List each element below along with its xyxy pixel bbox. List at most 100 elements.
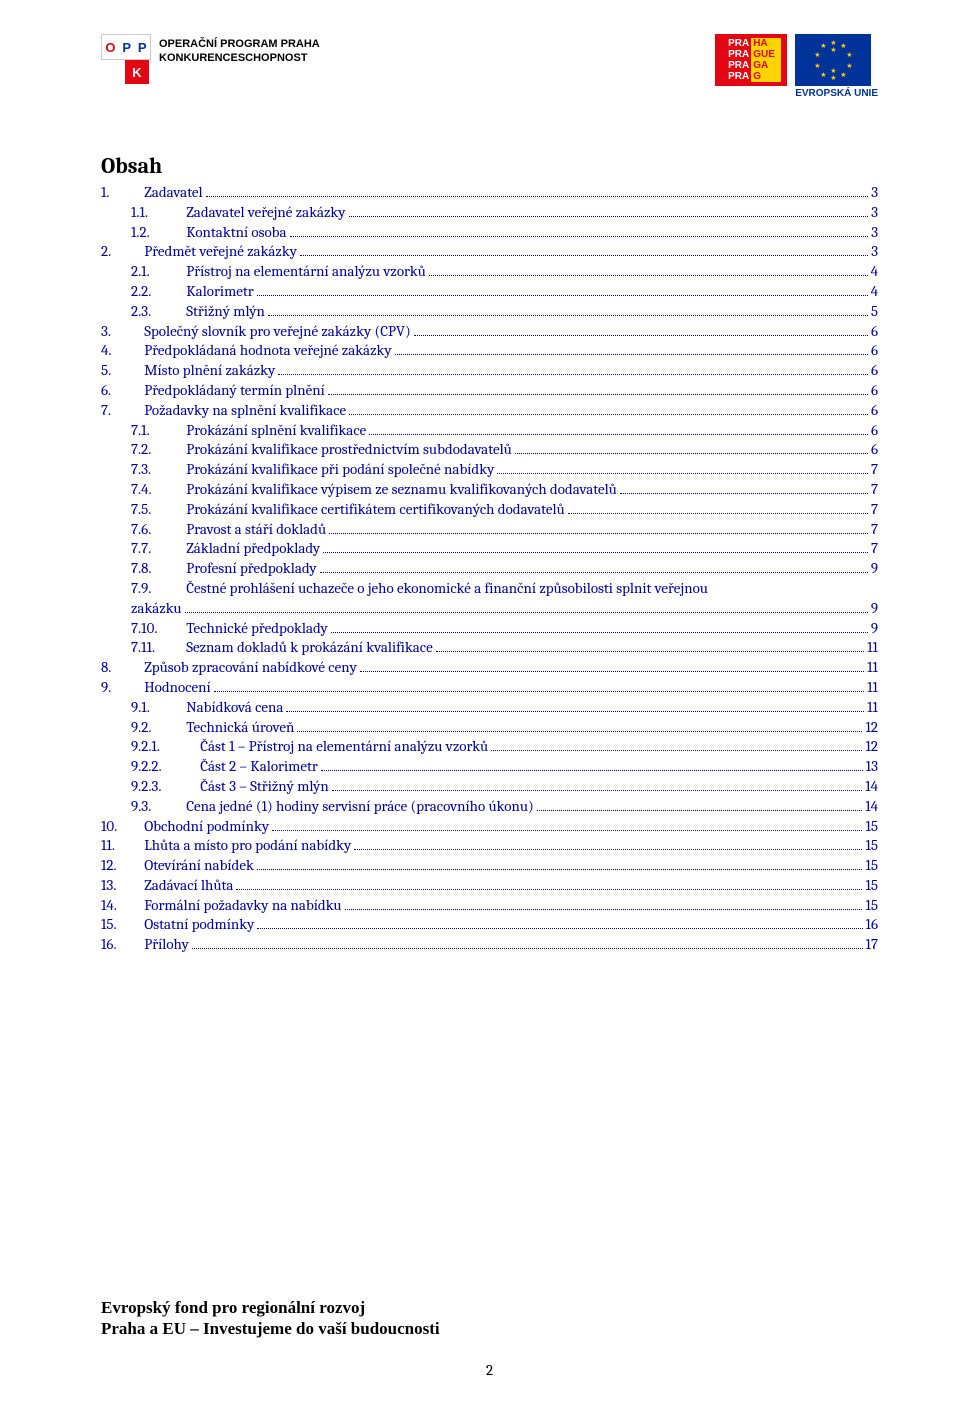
toc-entry-number: 16. — [101, 935, 131, 955]
toc-entry-number: 7.11. — [131, 638, 173, 658]
toc-entry[interactable]: 9.2.2. Část 2 – Kalorimetr13 — [101, 757, 878, 777]
toc-entry[interactable]: 9.2. Technická úroveň12 — [101, 718, 878, 738]
toc-entry-page: 4 — [871, 282, 878, 302]
toc-entry-page: 5 — [871, 302, 878, 322]
toc-entry-number: 9. — [101, 678, 131, 698]
toc-entry-page: 15 — [865, 817, 878, 837]
toc-leader-dots — [214, 691, 864, 692]
toc-leader-dots — [272, 830, 862, 831]
toc-entry-number: 7.1. — [131, 421, 173, 441]
toc-entry[interactable]: 16. Přílohy17 — [101, 935, 878, 955]
toc-entry[interactable]: 6. Předpokládaný termín plnění6 — [101, 381, 878, 401]
toc-leader-dots — [395, 354, 868, 355]
toc-entry-page: 12 — [865, 737, 878, 757]
toc-entry[interactable]: 14. Formální požadavky na nabídku15 — [101, 896, 878, 916]
toc-entry-page: 6 — [871, 361, 878, 381]
toc-entry[interactable]: 1. Zadavatel3 — [101, 183, 878, 203]
toc-entry[interactable]: 7.5. Prokázání kvalifikace certifikátem … — [101, 500, 878, 520]
toc-entry-label: Požadavky na splnění kvalifikace — [144, 401, 346, 421]
toc-entry-number: 2.2. — [131, 282, 173, 302]
toc-entry[interactable]: 12. Otevírání nabídek15 — [101, 856, 878, 876]
toc-entry-page: 6 — [871, 401, 878, 421]
toc-entry[interactable]: 11. Lhůta a místo pro podání nabídky15 — [101, 836, 878, 856]
toc-entry-number: 7.2. — [131, 440, 173, 460]
toc-leader-dots — [414, 335, 868, 336]
toc-entry-page: 7 — [871, 500, 878, 520]
toc-entry[interactable]: 9.3. Cena jedné (1) hodiny servisní prác… — [101, 797, 878, 817]
toc-entry[interactable]: 9. Hodnocení11 — [101, 678, 878, 698]
toc-entry[interactable]: 2.3. Střižný mlýn5 — [101, 302, 878, 322]
toc-entry[interactable]: 2.2. Kalorimetr 4 — [101, 282, 878, 302]
toc-entry-number: 9.3. — [131, 797, 173, 817]
toc-entry-number: 10. — [101, 817, 131, 837]
toc-entry-page: 3 — [871, 242, 878, 262]
oppk-top-row: O P P — [101, 34, 151, 60]
toc-entry[interactable]: 2. Předmět veřejné zakázky3 — [101, 242, 878, 262]
toc-entry-label: Hodnocení — [144, 678, 210, 698]
toc-entry[interactable]: 7.1. Prokázání splnění kvalifikace6 — [101, 421, 878, 441]
toc-entry[interactable]: 5. Místo plnění zakázky6 — [101, 361, 878, 381]
eu-flag-icon: ★ ★ ★ ★ ★ ★ ★ ★ ★ ★ ★ ★ — [795, 34, 871, 86]
praha-row-2: PRAGA — [721, 60, 781, 71]
toc-entry-page: 4 — [871, 262, 878, 282]
toc-entry-label: Profesní předpoklady — [186, 559, 316, 579]
toc-entry-label: Prokázání splnění kvalifikace — [186, 421, 366, 441]
toc-entry[interactable]: 9.2.3. Část 3 – Střižný mlýn14 — [101, 777, 878, 797]
toc-entry[interactable]: 3. Společný slovník pro veřejné zakázky … — [101, 322, 878, 342]
toc-entry[interactable]: 7.4. Prokázání kvalifikace výpisem ze se… — [101, 480, 878, 500]
toc-leader-dots — [320, 572, 868, 573]
toc-entry[interactable]: 2.1. Přístroj na elementární analýzu vzo… — [101, 262, 878, 282]
toc-entry-number: 2.1. — [131, 262, 173, 282]
toc-entry-page: 15 — [865, 856, 878, 876]
toc-entry-label: Kalorimetr — [186, 282, 254, 302]
toc-entry[interactable]: 7.9. Čestné prohlášení uchazeče o jeho e… — [101, 579, 878, 619]
toc-entry-page: 3 — [871, 203, 878, 223]
toc-entry-page: 7 — [871, 520, 878, 540]
toc-entry-label: Střižný mlýn — [186, 302, 265, 322]
toc-entry-number: 3. — [101, 322, 131, 342]
toc-leader-dots — [236, 889, 862, 890]
toc-entry[interactable]: 15. Ostatní podmínky16 — [101, 915, 878, 935]
toc-entry-page: 11 — [867, 658, 878, 678]
toc-entry[interactable]: 13. Zadávací lhůta15 — [101, 876, 878, 896]
toc-entry-label-cont: zakázku — [131, 599, 182, 619]
toc-entry-number: 7.8. — [131, 559, 173, 579]
toc-entry[interactable]: 7.6. Pravost a stáří dokladů7 — [101, 520, 878, 540]
toc-entry[interactable]: 1.1. Zadavatel veřejné zakázky3 — [101, 203, 878, 223]
toc-entry-page: 6 — [871, 381, 878, 401]
toc-entry[interactable]: 8. Způsob zpracování nabídkové ceny11 — [101, 658, 878, 678]
oppk-logo-block: O P P K OPERAČNÍ PROGRAM PRAHA KONKURENC… — [101, 34, 320, 98]
footer-text: Evropský fond pro regionální rozvoj Prah… — [101, 1297, 878, 1340]
toc-entry[interactable]: 7. Požadavky na splnění kvalifikace6 — [101, 401, 878, 421]
toc-entry[interactable]: 10. Obchodní podmínky15 — [101, 817, 878, 837]
toc-entry-number: 9.2. — [131, 718, 173, 738]
toc-entry-number: 7.4. — [131, 480, 173, 500]
toc-entry[interactable]: 9.2.1. Část 1 – Přístroj na elementární … — [101, 737, 878, 757]
toc-leader-dots — [300, 255, 868, 256]
toc-entry-number: 7.10. — [131, 619, 173, 639]
toc-entry[interactable]: 1.2. Kontaktní osoba3 — [101, 223, 878, 243]
toc-entry[interactable]: 7.3. Prokázání kvalifikace při podání sp… — [101, 460, 878, 480]
toc-entry[interactable]: 4. Předpokládaná hodnota veřejné zakázky… — [101, 341, 878, 361]
oppk-letter-k: K — [125, 60, 149, 84]
toc-entry[interactable]: 7.2. Prokázání kvalifikace prostřednictv… — [101, 440, 878, 460]
toc-entry[interactable]: 7.7. Základní předpoklady7 — [101, 539, 878, 559]
toc-entry-label: Technické předpoklady — [186, 619, 328, 639]
toc-entry-number: 7.9. — [131, 579, 173, 599]
page: O P P K OPERAČNÍ PROGRAM PRAHA KONKURENC… — [0, 0, 960, 1421]
toc-entry-label: Předpokládaný termín plnění — [144, 381, 325, 401]
toc-entry-number: 9.1. — [131, 698, 173, 718]
toc-leader-dots — [328, 394, 868, 395]
toc-entry-label: Lhůta a místo pro podání nabídky — [144, 836, 351, 856]
toc-entry-label: Přístroj na elementární analýzu vzorků — [186, 262, 426, 282]
toc-entry-page: 15 — [865, 836, 878, 856]
toc-entry[interactable]: 7.11. Seznam dokladů k prokázání kvalifi… — [101, 638, 878, 658]
toc-entry[interactable]: 7.10. Technické předpoklady9 — [101, 619, 878, 639]
toc-entry-label: Prokázání kvalifikace certifikátem certi… — [186, 500, 565, 520]
toc-entry-label: Předmět veřejné zakázky — [144, 242, 297, 262]
toc-leader-dots — [192, 948, 863, 949]
toc-entry-page: 12 — [865, 718, 878, 738]
footer-line2: Praha a EU – Investujeme do vaší budoucn… — [101, 1318, 878, 1339]
toc-entry[interactable]: 9.1. Nabídková cena11 — [101, 698, 878, 718]
toc-entry[interactable]: 7.8. Profesní předpoklady9 — [101, 559, 878, 579]
